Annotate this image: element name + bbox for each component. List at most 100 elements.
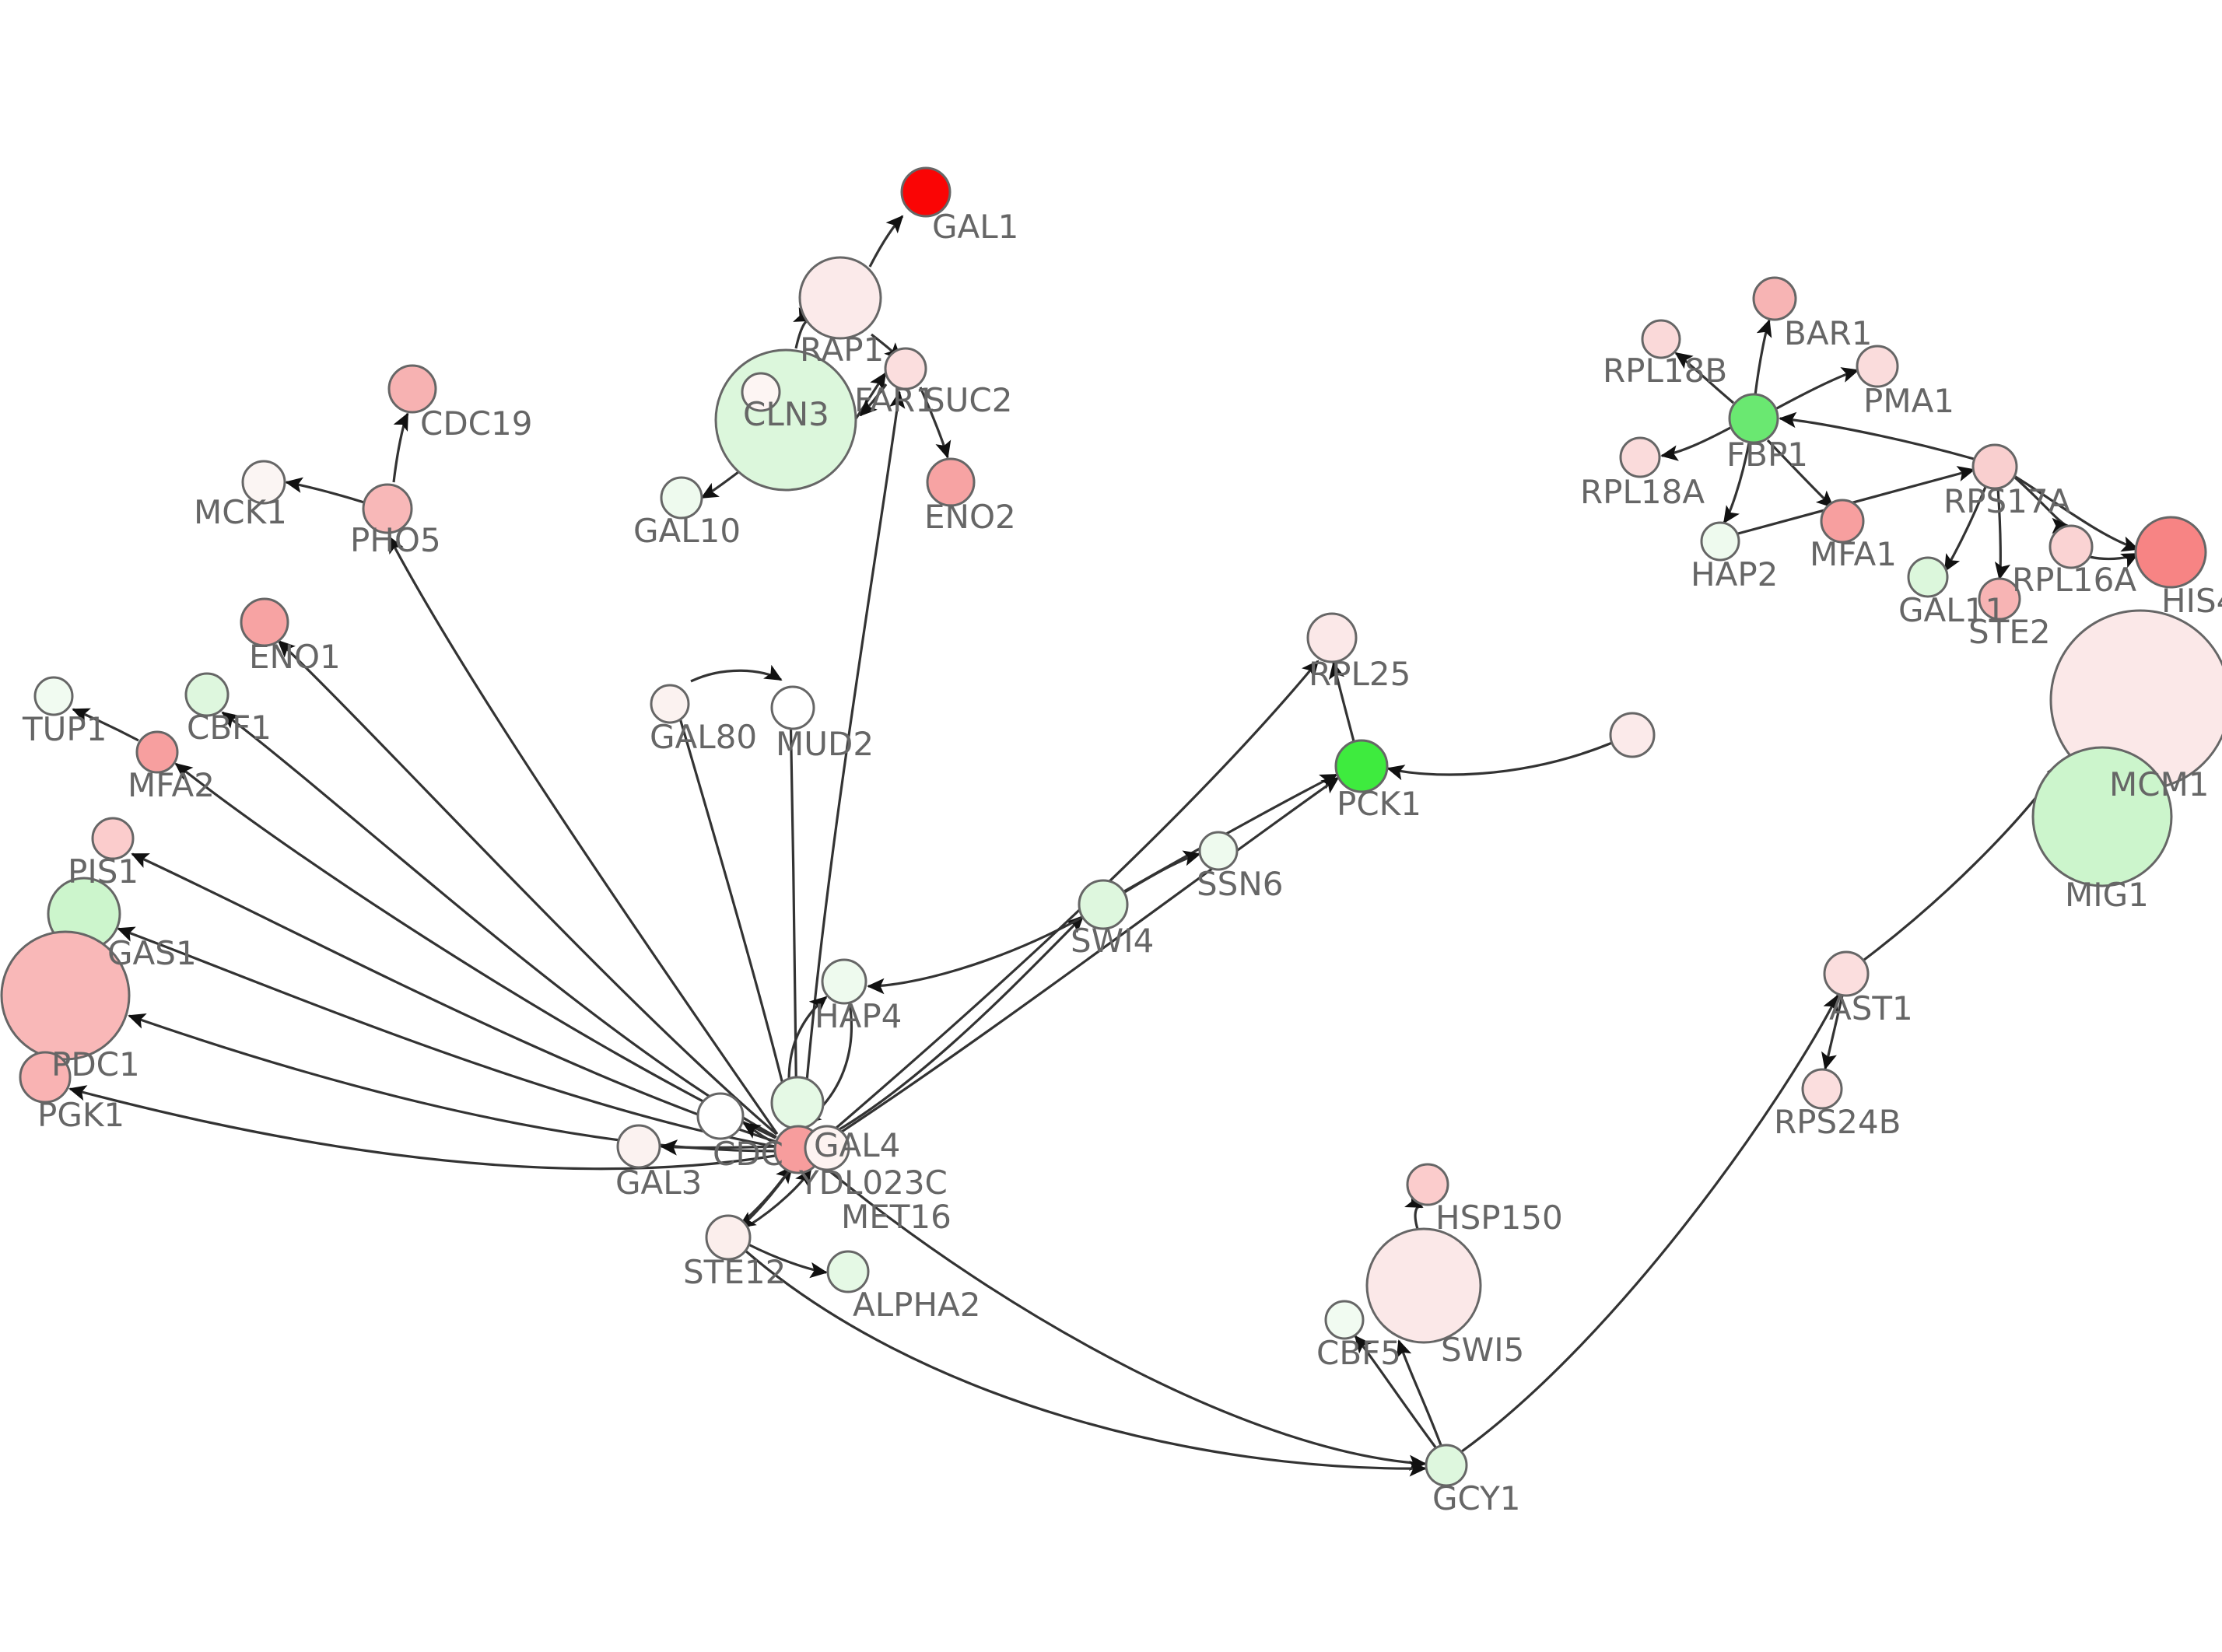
gene-node-mfa2[interactable] <box>135 730 179 774</box>
gene-node-gal80[interactable] <box>650 684 690 724</box>
gene-node-pgk1[interactable] <box>19 1051 72 1104</box>
gene-node-ydl023c[interactable] <box>804 1125 850 1171</box>
gene-label-pck1: PCK1 <box>1337 785 1421 823</box>
edge-rps17a-to-ste2 <box>1994 488 2011 580</box>
gene-label-mfa1: MFA1 <box>1810 535 1897 573</box>
gene-label-bar1: BAR1 <box>1784 314 1872 352</box>
gene-label-cdc19: CDC19 <box>420 404 532 443</box>
gene-node-pis1[interactable] <box>91 817 135 860</box>
gene-node-tup1[interactable] <box>33 676 74 716</box>
gene-label-cbf5: CBF5 <box>1316 1334 1401 1372</box>
gene-node-unlabeled[interactable] <box>741 372 781 412</box>
gene-node-rpl18b[interactable] <box>1641 319 1681 359</box>
gene-node-rpl25[interactable] <box>1306 612 1358 663</box>
gene-node-hap4[interactable] <box>821 958 867 1005</box>
gene-label-pgk1: PGK1 <box>37 1096 124 1134</box>
gene-label-met16: MET16 <box>841 1198 952 1236</box>
gene-node-rap1[interactable] <box>798 256 882 340</box>
gene-label-gal11: GAL11 <box>1898 591 2006 629</box>
gene-label-alpha2: ALPHA2 <box>853 1286 981 1324</box>
edge-gal4-to-pho5 <box>387 535 779 1135</box>
gene-node-ste12[interactable] <box>705 1214 752 1261</box>
gene-label-rpl16a: RPL16A <box>2012 561 2136 599</box>
gene-node-rps24b[interactable] <box>1801 1068 1843 1110</box>
gene-node-pdc1[interactable] <box>0 930 131 1061</box>
gene-label-hsp150: HSP150 <box>1435 1199 1563 1237</box>
gene-node-cdc[interactable] <box>696 1092 745 1140</box>
gene-node-rpl18a[interactable] <box>1619 436 1661 478</box>
edge-gal4-to-pis1 <box>131 852 777 1143</box>
gene-label-tup1: TUP1 <box>22 710 107 748</box>
edge-gal4-to-rpl25 <box>818 660 1320 1143</box>
gene-node-fbp1[interactable] <box>1728 393 1779 444</box>
gene-node-bar1[interactable] <box>1752 276 1797 321</box>
gene-node-cdc19[interactable] <box>387 364 437 414</box>
gene-node-eno2[interactable] <box>926 457 976 507</box>
gene-node-gal1[interactable] <box>900 166 952 218</box>
gene-node-gal10[interactable] <box>660 476 703 520</box>
edge-layer <box>68 215 2140 1477</box>
edge-ast1-to-rps24b <box>1821 995 1844 1070</box>
gene-node-rpl16a[interactable] <box>2049 524 2094 569</box>
edge-fbp1-to-pma1 <box>1775 367 1859 411</box>
edge-gal4-to-gal3 <box>660 1139 776 1156</box>
edge-pho5-to-mck1 <box>285 477 365 504</box>
gene-node-pho5[interactable] <box>362 483 413 534</box>
gene-node-hsp150[interactable] <box>1406 1163 1449 1206</box>
edge-gal4-to-eno1 <box>277 639 778 1136</box>
gene-label-mig1: MIG1 <box>2065 876 2149 914</box>
gene-node-ssn6[interactable] <box>1198 831 1239 871</box>
gene-label-gal4: GAL4 <box>814 1126 900 1164</box>
edge-swi4-to-hap4 <box>867 916 1082 995</box>
gene-node-eno1[interactable] <box>240 597 289 647</box>
gene-label-eno1: ENO1 <box>249 638 341 676</box>
edge-rps17a-to-rpl16a <box>2013 476 2070 534</box>
gene-label-hap4: HAP4 <box>815 997 902 1035</box>
gene-node-mig1[interactable] <box>2031 746 2173 887</box>
gene-label-far1: FAR1 <box>854 381 936 419</box>
gene-label-suc2: SUC2 <box>924 381 1012 419</box>
gene-node-mud2[interactable] <box>770 685 815 730</box>
gene-node-his4[interactable] <box>2134 516 2207 589</box>
gene-label-ast1: AST1 <box>1829 989 1913 1027</box>
edge-gal4-to-swi4 <box>819 915 1085 1142</box>
gene-label-gas1: GAS1 <box>107 934 197 972</box>
gene-node-mck1[interactable] <box>241 460 286 505</box>
gene-node-ste2[interactable] <box>1978 577 2021 621</box>
edge-swi5-to-hsp150 <box>1404 1192 1424 1230</box>
edge-pcksrc-to-pck1 <box>1386 741 1613 781</box>
gene-node-cbf5[interactable] <box>1324 1300 1365 1340</box>
gene-label-fbp1: FBP1 <box>1726 436 1808 474</box>
gene-node-swi5[interactable] <box>1365 1227 1482 1344</box>
gene-node-rps17a[interactable] <box>1971 443 2018 490</box>
gene-label-cdc: CDC <box>713 1135 783 1173</box>
gene-node-pma1[interactable] <box>1856 345 1899 388</box>
gene-node-unlabeled[interactable] <box>770 1076 825 1130</box>
gene-node-far1[interactable] <box>884 347 927 390</box>
edge-ste12-to-ydl023c <box>748 1168 812 1227</box>
gene-node-hap2[interactable] <box>1700 521 1740 562</box>
gene-node-ast1[interactable] <box>1823 950 1870 997</box>
gene-label-mfa2: MFA2 <box>128 766 215 804</box>
gene-node-cbf1[interactable] <box>184 672 230 717</box>
gene-node-gcy1[interactable] <box>1425 1444 1468 1487</box>
edge-swi4-to-ssn6 <box>1123 850 1201 894</box>
gene-node-mfa1[interactable] <box>1820 499 1865 544</box>
edge-gcy1-to-swi5 <box>1396 1339 1442 1446</box>
gene-node-pck1[interactable] <box>1334 739 1389 793</box>
gene-node-swi4[interactable] <box>1078 879 1129 930</box>
edge-ste12-to-alpha2 <box>748 1243 828 1279</box>
gene-label-rpl18b: RPL18B <box>1603 352 1727 390</box>
gene-label-rps24b: RPS24B <box>1774 1103 1901 1141</box>
edge-gcy1-to-cbf5 <box>1354 1335 1438 1449</box>
gene-label-gcy1: GCY1 <box>1432 1479 1521 1517</box>
node-layer <box>0 166 2222 1487</box>
gene-label-gal80: GAL80 <box>650 718 757 756</box>
gene-node-unlabeled[interactable] <box>1609 712 1656 758</box>
gene-node-alpha2[interactable] <box>826 1250 870 1293</box>
edge-gal4-to-pgk1 <box>68 1085 776 1171</box>
gene-node-gal3[interactable] <box>616 1124 661 1169</box>
gene-node-gal11[interactable] <box>1907 556 1949 598</box>
